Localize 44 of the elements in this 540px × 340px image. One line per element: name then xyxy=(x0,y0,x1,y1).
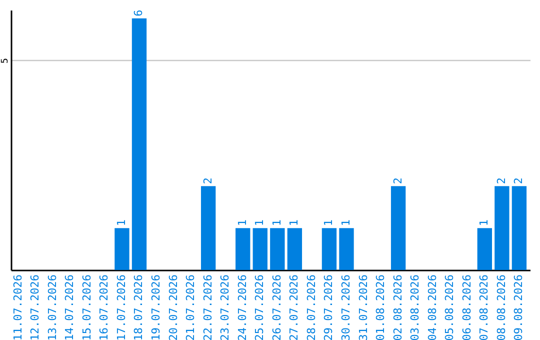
x-tick-label: 24.07.2026 xyxy=(236,274,249,340)
data-label: 1 xyxy=(270,219,284,226)
x-tick-label: 13.07.2026 xyxy=(46,274,59,340)
x-tick-label: 01.08.2026 xyxy=(374,274,388,340)
data-label: 1 xyxy=(322,219,336,226)
x-tick-label: 27.07.2026 xyxy=(288,274,301,340)
data-label: 1 xyxy=(114,219,128,226)
x-tick-label: 02.08.2026 xyxy=(391,274,404,340)
data-label: 6 xyxy=(132,10,146,16)
x-tick-label: 21.07.2026 xyxy=(184,274,198,340)
data-label: 2 xyxy=(391,178,404,184)
data-label: 2 xyxy=(512,178,526,184)
data-label: 1 xyxy=(253,219,266,226)
x-tick-label: 19.07.2026 xyxy=(150,274,163,340)
x-tick-label: 22.07.2026 xyxy=(201,274,214,340)
x-tick-label: 04.08.2026 xyxy=(426,274,439,340)
y-tick-label: 5 xyxy=(0,58,10,64)
data-label: 2 xyxy=(201,178,214,184)
data-label: 1 xyxy=(339,219,352,226)
x-tick-label: 18.07.2026 xyxy=(132,274,146,340)
x-tick-label: 16.07.2026 xyxy=(98,274,111,340)
x-tick-label: 25.07.2026 xyxy=(253,274,266,340)
x-tick-label: 17.07.2026 xyxy=(114,274,128,340)
x-tick-label: 12.07.2026 xyxy=(28,274,42,340)
x-tick-label: 11.07.2026 xyxy=(11,274,24,340)
x-tick-label: 23.07.2026 xyxy=(218,274,232,340)
x-tick-label: 05.08.2026 xyxy=(443,274,456,340)
data-label: 1 xyxy=(288,219,301,226)
x-tick-label: 26.07.2026 xyxy=(270,274,284,340)
x-tick-label: 31.07.2026 xyxy=(356,274,370,340)
x-tick-label: 30.07.2026 xyxy=(339,274,352,340)
data-label: 1 xyxy=(236,219,249,226)
data-label: 2 xyxy=(494,178,508,184)
x-tick-label: 08.08.2026 xyxy=(494,274,508,340)
x-tick-label: 09.08.2026 xyxy=(512,274,526,340)
x-tick-label: 20.07.2026 xyxy=(166,274,180,340)
x-tick-label: 15.07.2026 xyxy=(80,274,94,340)
x-tick-label: 29.07.2026 xyxy=(322,274,336,340)
x-tick-label: 28.07.2026 xyxy=(304,274,318,340)
x-tick-label: 14.07.2026 xyxy=(63,274,76,340)
x-tick-label: 07.08.2026 xyxy=(478,274,491,340)
data-label: 1 xyxy=(478,219,491,226)
x-tick-label: 06.08.2026 xyxy=(460,274,474,340)
x-tick-label: 03.08.2026 xyxy=(408,274,422,340)
